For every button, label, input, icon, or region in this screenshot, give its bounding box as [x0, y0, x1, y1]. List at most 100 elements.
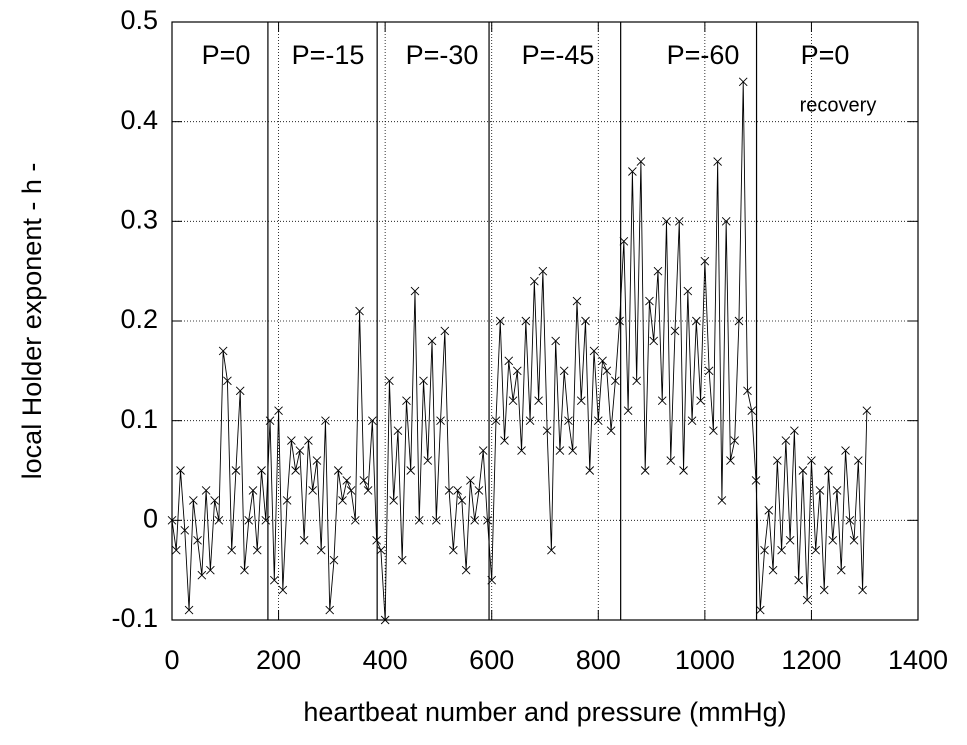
data-point	[611, 376, 620, 386]
data-point	[862, 406, 872, 416]
data-point	[538, 266, 548, 276]
x-tick-label: 1200	[781, 645, 841, 675]
data-point	[291, 466, 300, 475]
data-point	[299, 535, 309, 545]
data-point	[410, 286, 420, 296]
data-point	[581, 316, 590, 326]
data-point	[666, 456, 676, 465]
data-point	[265, 416, 275, 425]
data-point	[700, 256, 710, 266]
data-point	[402, 396, 411, 406]
data-point	[602, 366, 612, 376]
data-point	[721, 217, 731, 226]
data-point	[773, 456, 782, 465]
data-point	[726, 456, 735, 465]
y-tick-label: 0.3	[120, 204, 158, 234]
data-point	[593, 416, 603, 425]
data-point	[598, 356, 607, 366]
data-point	[316, 545, 326, 555]
data-point	[282, 496, 292, 505]
data-point	[559, 366, 569, 376]
phase-label: P=-45	[522, 40, 595, 70]
data-point	[214, 516, 224, 525]
data-point	[431, 516, 441, 525]
data-point	[346, 486, 356, 495]
data-point	[649, 336, 659, 346]
data-point	[385, 376, 394, 386]
data-point	[210, 496, 219, 505]
data-point	[764, 506, 774, 515]
phase-label: P=0	[202, 40, 251, 70]
data-point	[235, 386, 245, 396]
data-point	[760, 545, 769, 555]
data-point	[176, 466, 185, 475]
data-point	[427, 336, 437, 346]
data-point	[206, 565, 215, 575]
data-point	[751, 476, 761, 485]
data-point	[743, 386, 752, 396]
data-point	[423, 456, 433, 465]
data-point	[338, 496, 347, 505]
data-point	[325, 605, 335, 615]
data-point	[619, 236, 629, 246]
data-point	[734, 316, 744, 326]
data-point	[747, 406, 757, 416]
data-point	[240, 565, 249, 575]
data-point	[470, 516, 479, 525]
data-point	[419, 376, 428, 386]
data-point	[453, 486, 462, 495]
data-point	[184, 605, 194, 615]
data-point	[329, 555, 339, 565]
data-point	[321, 416, 330, 425]
data-point	[687, 416, 697, 425]
data-point	[798, 466, 808, 475]
data-point	[180, 525, 190, 535]
x-tick-label: 400	[363, 645, 408, 675]
data-point	[572, 296, 582, 306]
y-tick-label: 0.5	[120, 5, 158, 35]
data-point	[815, 486, 825, 495]
x-tick-label: 0	[164, 645, 179, 675]
data-point	[487, 575, 497, 585]
data-point	[709, 426, 718, 435]
y-tick-label: 0	[143, 503, 158, 533]
data-point	[223, 376, 232, 386]
data-point	[845, 516, 855, 525]
x-tick-label: 600	[469, 645, 514, 675]
phase-label: P=-30	[406, 40, 479, 70]
data-point	[828, 535, 838, 545]
data-point	[819, 585, 829, 595]
data-point	[512, 366, 522, 376]
x-tick-label: 800	[576, 645, 621, 675]
data-point	[534, 396, 543, 406]
data-point	[227, 545, 236, 555]
data-point	[363, 486, 373, 495]
data-point	[491, 416, 501, 425]
data-point	[585, 466, 595, 475]
phase-label: P=-60	[667, 40, 740, 70]
data-point	[167, 516, 177, 525]
data-point	[521, 316, 531, 326]
data-point	[504, 356, 514, 366]
data-point	[525, 416, 535, 425]
data-point	[679, 466, 688, 475]
data-point	[444, 486, 454, 495]
plot-frame	[171, 21, 919, 621]
data-point	[632, 376, 641, 386]
data-point	[615, 316, 624, 326]
data-point	[380, 615, 390, 625]
data-point	[483, 516, 492, 525]
data-point	[274, 406, 283, 416]
data-point	[201, 486, 211, 495]
x-axis-label: heartbeat number and pressure (mmHg)	[303, 697, 786, 727]
data-point	[836, 565, 846, 575]
data-point	[790, 426, 799, 435]
data-point	[636, 157, 646, 166]
data-point	[218, 346, 228, 356]
data-point	[841, 446, 850, 455]
data-point	[674, 217, 684, 226]
data-point	[393, 426, 403, 435]
data-point	[777, 545, 786, 555]
y-tick-label: 0.2	[120, 304, 158, 334]
data-point	[713, 157, 722, 166]
